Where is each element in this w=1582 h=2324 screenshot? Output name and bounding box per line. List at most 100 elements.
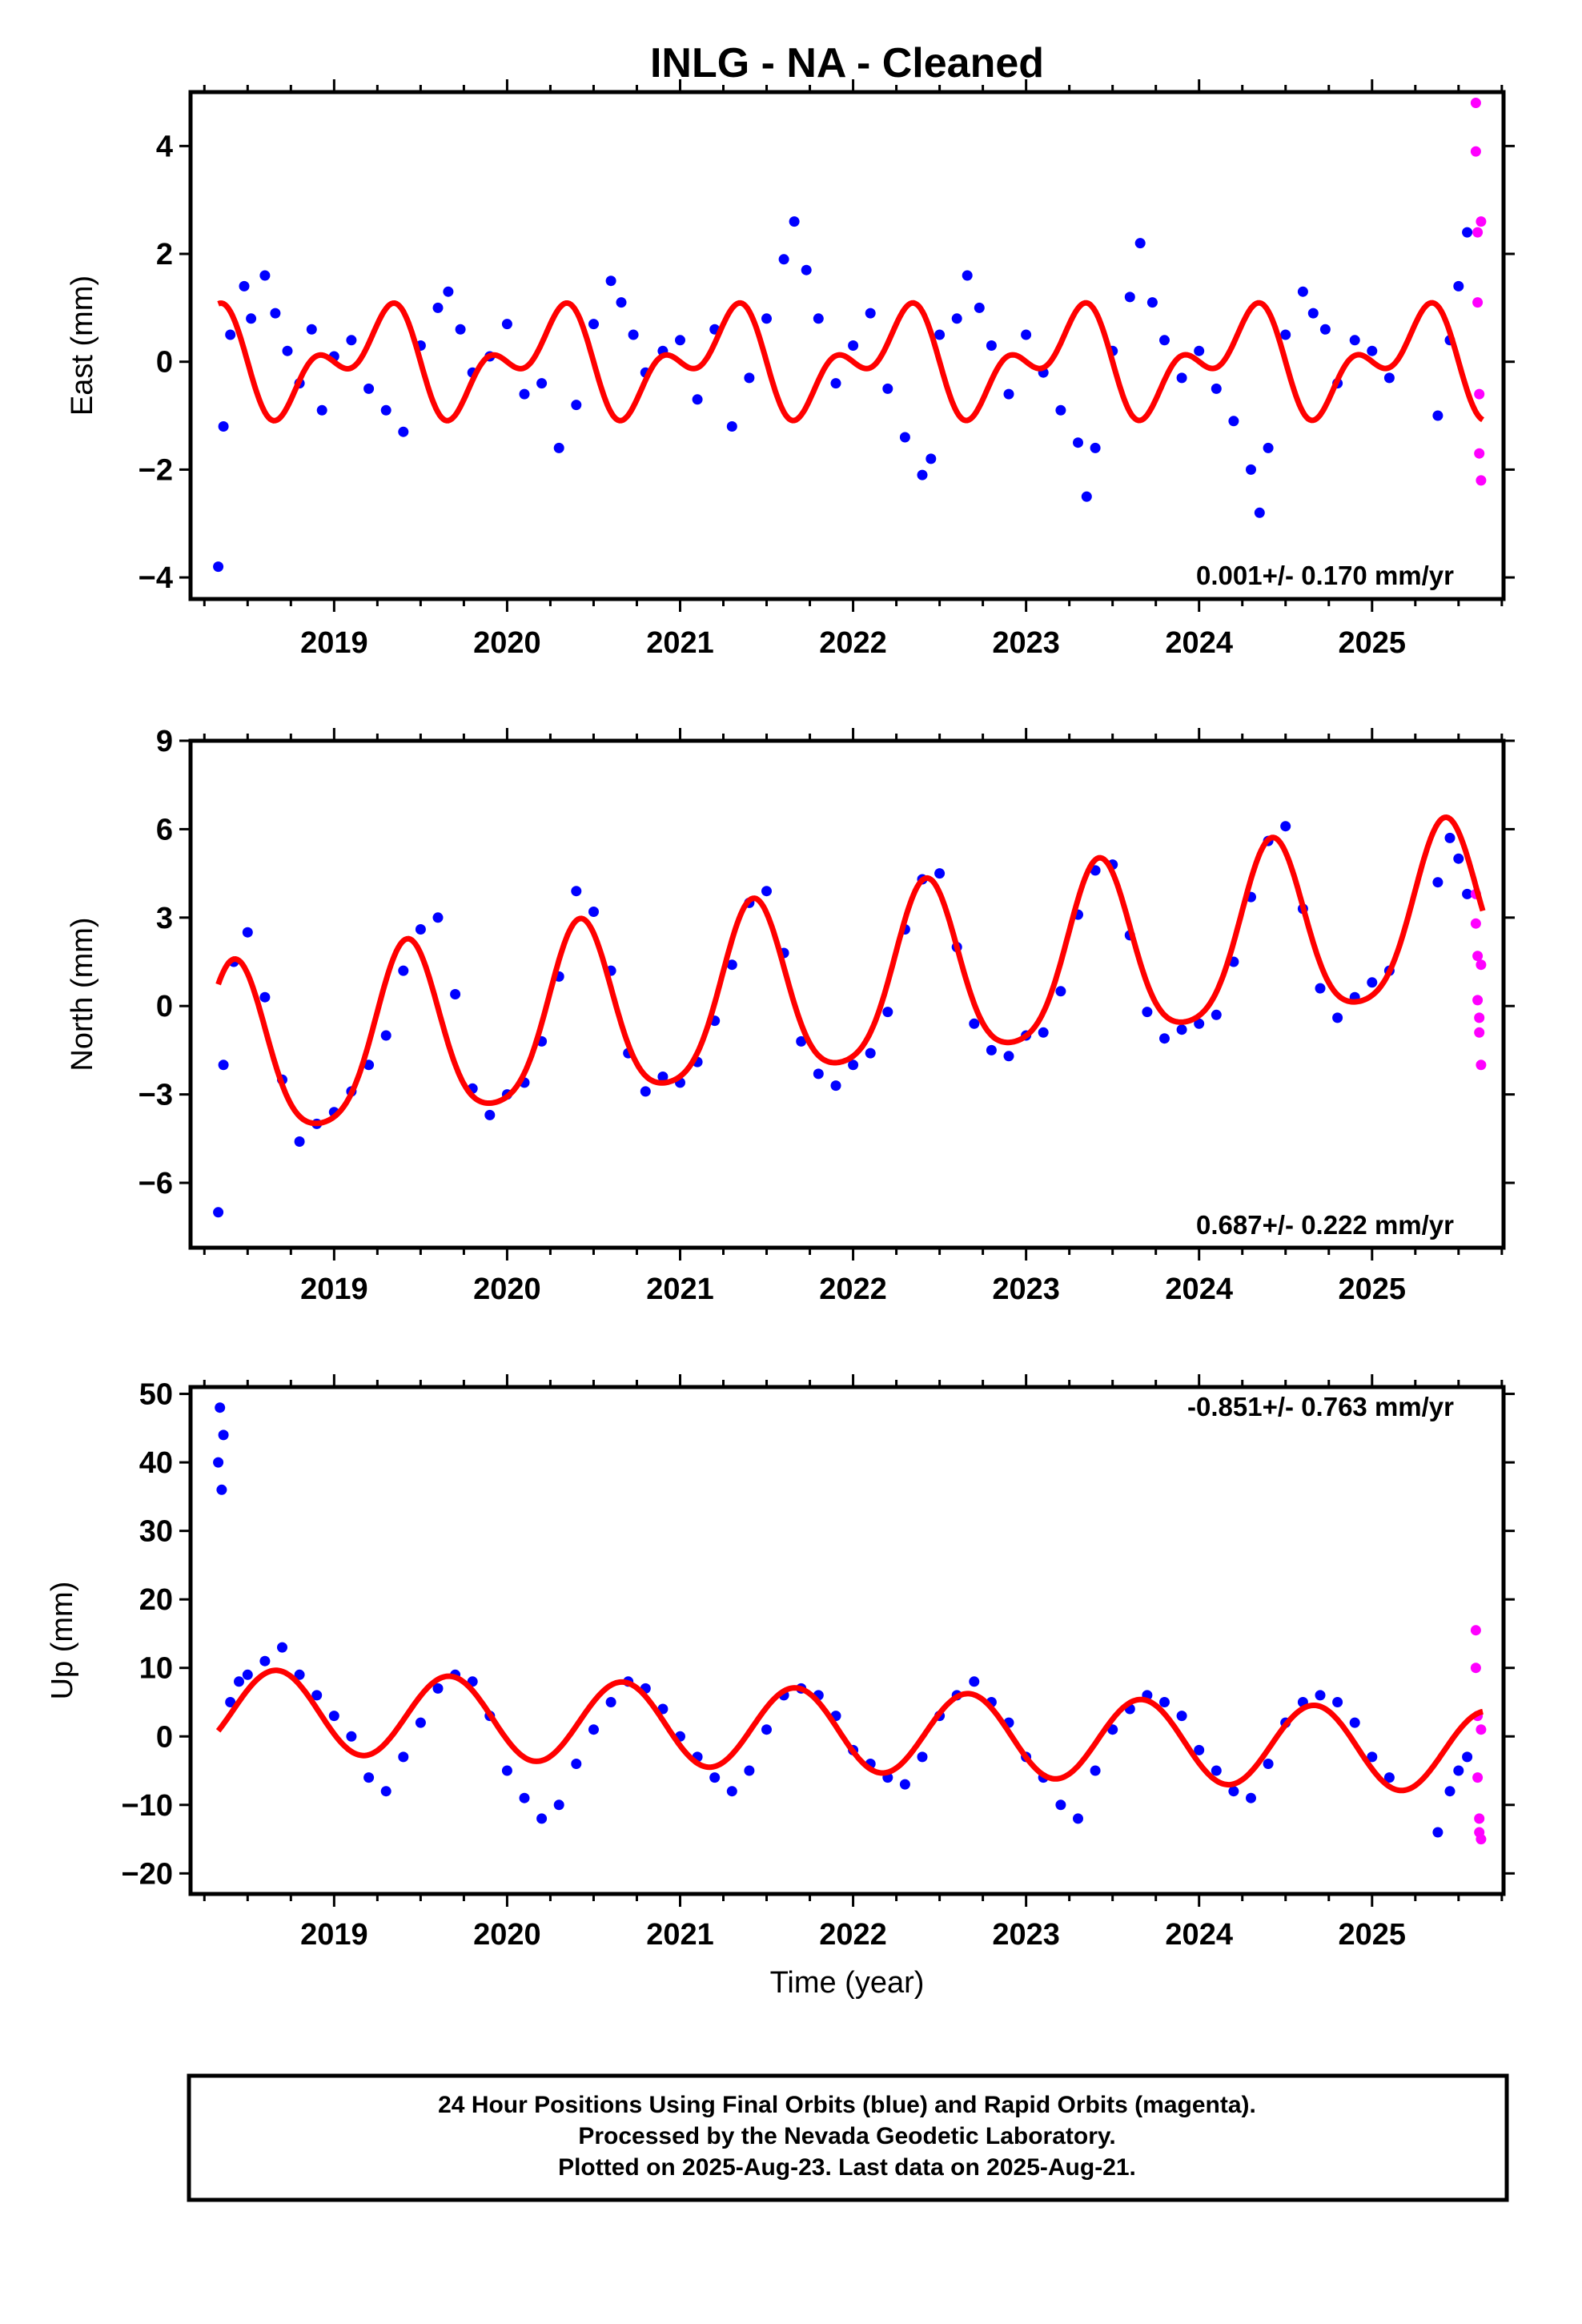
- final-point: [1146, 297, 1158, 308]
- final-point: [1159, 335, 1170, 346]
- final-point: [432, 302, 444, 313]
- points-1: [213, 98, 1487, 573]
- final-point: [553, 1799, 564, 1811]
- final-point: [926, 453, 937, 464]
- final-point: [778, 254, 789, 265]
- final-point: [218, 1059, 229, 1071]
- x-tick-label: 2025: [1339, 626, 1407, 660]
- final-point: [380, 1786, 391, 1797]
- rapid-point: [1470, 1625, 1481, 1636]
- y-tick-label: 40: [139, 1446, 173, 1480]
- x-tick-label: 2025: [1339, 1273, 1407, 1306]
- rapid-point: [1476, 216, 1487, 227]
- final-point: [259, 991, 271, 1003]
- final-point: [234, 1676, 244, 1687]
- final-point: [1280, 329, 1291, 340]
- final-point: [951, 313, 962, 324]
- footer-frame: [187, 2073, 1509, 2202]
- final-point: [934, 329, 946, 340]
- final-point: [1055, 1799, 1066, 1811]
- plot-frame: [188, 90, 1506, 601]
- final-point: [761, 1724, 772, 1735]
- points-3: [213, 1402, 1487, 1845]
- panel-1: −4 −2 0 2 4 2019 2020 2021 2022 2023 2024 2025 East …: [66, 79, 1515, 660]
- final-point: [1211, 1009, 1222, 1020]
- y-tick-label: 0: [156, 990, 173, 1023]
- final-point: [519, 1792, 530, 1803]
- final-point: [657, 1072, 669, 1082]
- final-point: [1432, 877, 1443, 888]
- final-point: [571, 886, 582, 897]
- final-point: [501, 319, 512, 330]
- final-point: [218, 1429, 229, 1441]
- final-point: [1332, 1697, 1343, 1707]
- final-point: [1254, 507, 1265, 518]
- final-point: [1383, 372, 1395, 384]
- y-tick-label: −20: [122, 1857, 173, 1891]
- final-point: [1315, 1690, 1326, 1701]
- y-axis-label: Up (mm): [46, 1582, 79, 1700]
- final-point: [1332, 1012, 1343, 1023]
- rate-label: -0.851+/- 0.763 mm/yr: [1187, 1392, 1454, 1421]
- final-point: [225, 329, 236, 340]
- final-point: [761, 886, 772, 897]
- final-point: [962, 270, 973, 281]
- final-point: [1367, 977, 1378, 988]
- final-point: [259, 1655, 271, 1667]
- final-point: [848, 340, 859, 351]
- rapid-point: [1474, 388, 1485, 400]
- final-point: [1021, 329, 1032, 340]
- rapid-point: [1476, 959, 1487, 971]
- x-tick-label: 2022: [819, 1273, 887, 1306]
- final-point: [1176, 1024, 1187, 1035]
- final-point: [1090, 1765, 1101, 1776]
- x-tick-label: 2022: [819, 1918, 887, 1952]
- final-point: [432, 1683, 444, 1694]
- final-point: [761, 313, 772, 324]
- final-point: [218, 421, 229, 432]
- y-tick-label: 50: [139, 1378, 173, 1412]
- y-tick-label: 0: [156, 346, 173, 380]
- x-tick-label: 2020: [473, 1918, 541, 1952]
- x-tick-label: 2024: [1165, 1273, 1233, 1306]
- final-point: [1124, 292, 1135, 303]
- x-tick-label: 2024: [1165, 626, 1233, 660]
- final-point: [882, 383, 893, 394]
- final-point: [640, 1086, 651, 1097]
- rapid-point: [1474, 1027, 1485, 1038]
- final-point: [1319, 324, 1331, 335]
- final-point: [813, 1068, 824, 1080]
- final-point: [969, 1676, 980, 1687]
- final-point: [239, 280, 250, 292]
- x-tick-label: 2022: [819, 626, 887, 660]
- y-tick-label: 2: [156, 238, 173, 271]
- final-point: [363, 383, 375, 394]
- rapid-point: [1472, 297, 1484, 308]
- rapid-point: [1470, 98, 1481, 108]
- x-tick-label: 2021: [646, 1918, 714, 1952]
- rapid-point: [1470, 1663, 1481, 1674]
- final-point: [415, 924, 426, 935]
- rapid-point: [1476, 1724, 1487, 1735]
- plot-frame: [188, 1385, 1506, 1896]
- chart-title: INLG - NA - Cleaned: [650, 40, 1044, 86]
- final-point: [346, 1731, 357, 1742]
- final-point: [1462, 227, 1473, 238]
- final-point: [1176, 372, 1187, 384]
- final-point: [432, 912, 444, 923]
- final-point: [484, 1109, 496, 1120]
- final-point: [501, 1765, 512, 1776]
- final-point: [294, 1669, 305, 1680]
- final-point: [1453, 853, 1464, 864]
- final-point: [1194, 1018, 1205, 1029]
- final-point: [1383, 1772, 1395, 1783]
- rapid-point: [1472, 995, 1484, 1006]
- final-point: [1073, 437, 1083, 448]
- final-point: [934, 868, 946, 879]
- footer-line-3: Plotted on 2025-Aug-23. Last data on 202…: [558, 2154, 1136, 2181]
- final-point: [744, 1765, 755, 1776]
- x-tick-label: 2020: [473, 1273, 541, 1306]
- y-tick-label: −6: [139, 1167, 173, 1200]
- final-point: [1367, 345, 1378, 356]
